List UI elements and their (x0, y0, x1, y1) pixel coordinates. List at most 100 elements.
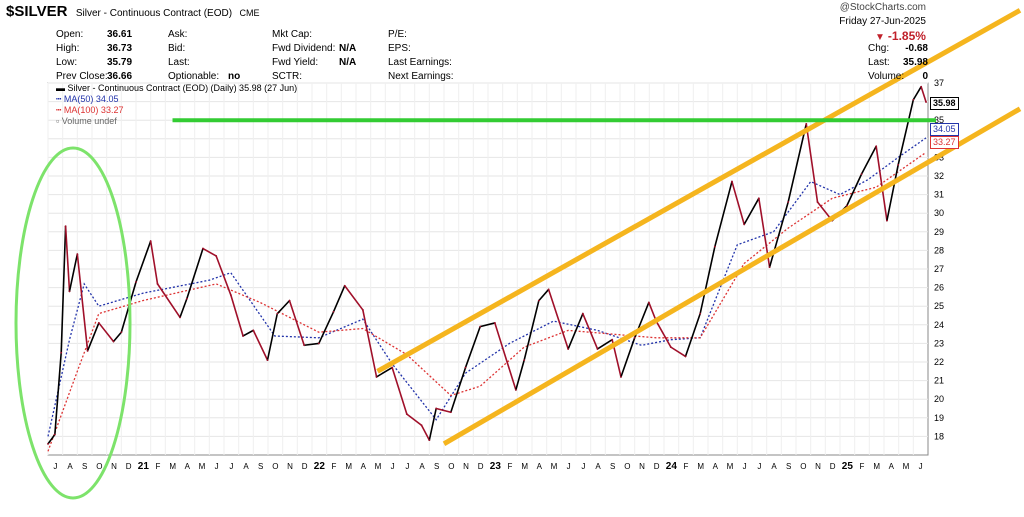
x-tick-label: D (302, 462, 308, 471)
price-segment (787, 123, 808, 203)
price-point (816, 201, 819, 203)
x-tick-label: S (786, 462, 791, 471)
x-tick-label: M (375, 462, 382, 471)
price-segment (699, 245, 716, 315)
price-segment (655, 320, 672, 348)
price-segment (362, 309, 378, 378)
x-tick-label: O (272, 462, 278, 471)
price-segment (538, 288, 550, 302)
x-tick-label: A (185, 462, 191, 471)
ma50-line (47, 137, 927, 437)
y-tick-label: 24 (934, 320, 944, 330)
x-tick-label: M (903, 462, 910, 471)
stat-label: Chg: (868, 43, 890, 54)
price-segment (68, 253, 79, 293)
breakout-ellipse (14, 146, 132, 500)
price-segment (186, 247, 204, 300)
stat-value: 35.79 (107, 57, 133, 68)
price-point (514, 389, 517, 391)
price-point (149, 240, 152, 243)
contract-name: Silver - Continuous Contract (EOD) (75, 8, 233, 19)
price-segment (60, 225, 67, 354)
x-tick-label: J (229, 462, 233, 471)
price-point (391, 366, 394, 369)
lower-channel-line (442, 106, 1022, 447)
price-point (805, 123, 808, 125)
stat-label: Mkt Cap: (272, 29, 313, 40)
price-point (179, 316, 181, 319)
price-segment (135, 240, 152, 283)
price-point (317, 342, 320, 345)
stat-label: P/E: (388, 29, 407, 40)
price-point (596, 348, 599, 350)
price-segment (805, 123, 819, 203)
price-point (86, 349, 89, 352)
x-tick-label: A (361, 462, 367, 471)
x-tick-label: J (919, 462, 923, 471)
x-tick-label: N (815, 462, 821, 471)
price-segment (202, 247, 217, 257)
ma100-line (47, 151, 927, 452)
x-tick-label: F (684, 462, 689, 471)
x-tick-label: J (581, 462, 585, 471)
price-segment (494, 322, 517, 391)
stat-value: N/A (339, 43, 357, 54)
x-tick-label: 22 (314, 461, 326, 472)
price-segment (230, 294, 244, 337)
x-tick-label: O (448, 462, 454, 471)
x-tick-label: A (771, 462, 777, 471)
price-point (252, 329, 255, 332)
price-point (266, 359, 269, 362)
legend-ma100: ┅ MA(100) 33.27 (56, 105, 124, 115)
price-segment (54, 351, 63, 436)
quote-date: Friday 27-Jun-2025 (839, 16, 926, 27)
price-segment (912, 85, 922, 101)
price-segment (86, 322, 100, 352)
x-tick-label: F (860, 462, 865, 471)
stat-label: Next Earnings: (388, 71, 454, 82)
x-tick-label: M (199, 462, 206, 471)
price-point (925, 101, 927, 103)
price-point (567, 348, 570, 350)
price-segment (515, 359, 525, 391)
price-point (343, 284, 346, 287)
brand-label[interactable]: @StockCharts.com (839, 2, 926, 13)
y-tick-label: 37 (934, 78, 944, 88)
x-tick-label: J (53, 462, 57, 471)
price-segment (567, 312, 584, 350)
price-point (860, 173, 863, 176)
y-tick-label: 29 (934, 227, 944, 237)
stat-label: High: (56, 43, 80, 54)
price-segment (276, 299, 291, 315)
price-segment (179, 297, 188, 319)
price-segment (428, 407, 437, 441)
price-point (620, 375, 622, 378)
y-tick-label: 22 (934, 357, 944, 367)
price-point (97, 322, 100, 324)
price-point (47, 442, 49, 445)
x-tick-label: D (126, 462, 132, 471)
price-point (920, 85, 923, 88)
price-point (215, 255, 218, 257)
stat-label: Last: (868, 57, 890, 68)
x-tick-label: F (508, 462, 513, 471)
y-tick-label: 28 (934, 245, 944, 255)
price-segment (479, 322, 496, 328)
price-point (886, 219, 888, 222)
x-tick-label: F (332, 462, 337, 471)
x-tick-label: M (727, 462, 734, 471)
price-point (76, 253, 79, 256)
price-point (120, 331, 123, 334)
price-segment (303, 342, 320, 347)
y-tick-label: 23 (934, 338, 944, 348)
stat-label: Fwd Yield: (272, 57, 319, 68)
price-segment (112, 331, 123, 343)
price-point (912, 98, 915, 101)
price-segment (406, 413, 423, 427)
last-price-chip: 35.98 (930, 97, 959, 110)
x-tick-label: M (521, 462, 528, 471)
price-segment (288, 299, 305, 347)
price-point (449, 411, 452, 414)
x-tick-label: 23 (490, 461, 502, 472)
chart-legend: ▬ Silver - Continuous Contract (EOD) (Da… (56, 83, 297, 127)
